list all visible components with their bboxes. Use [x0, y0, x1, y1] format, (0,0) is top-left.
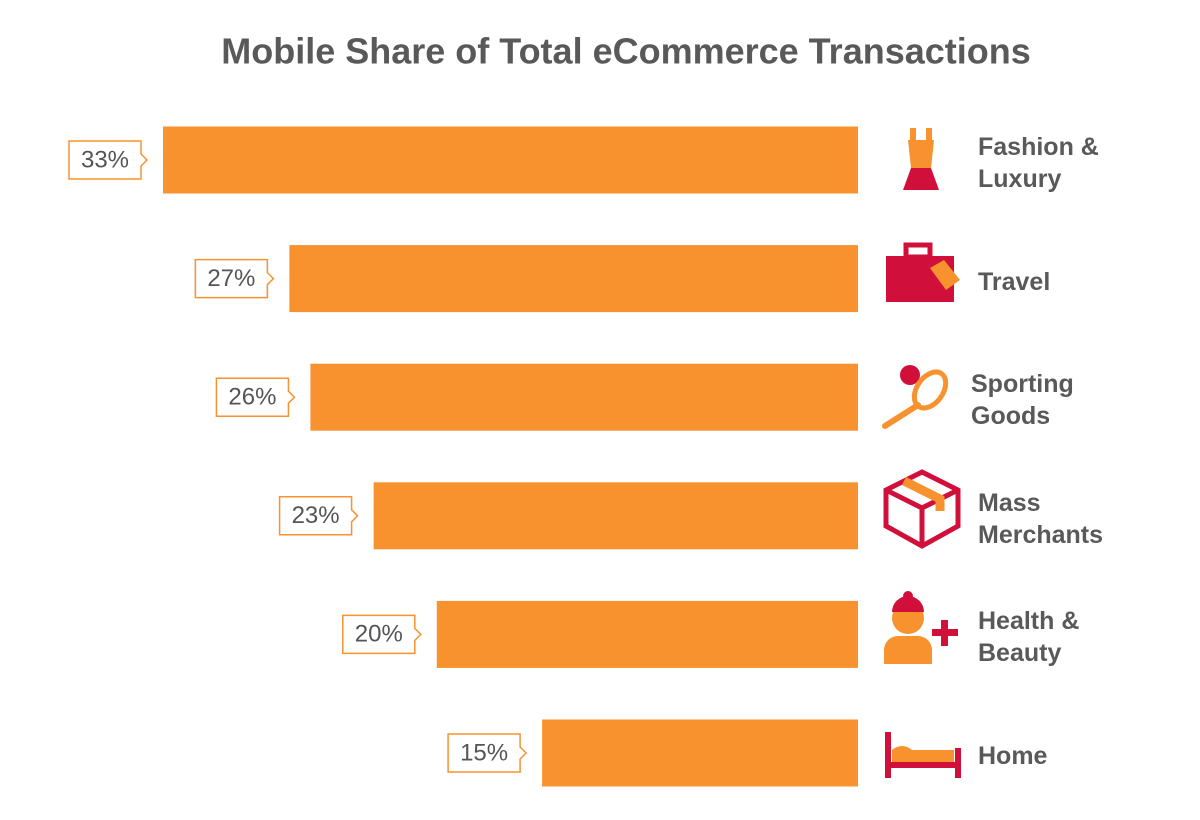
- value-label-box: [342, 614, 422, 655]
- bar: [436, 600, 858, 668]
- icon-box: [883, 469, 961, 549]
- category-label: Mass Merchants: [978, 488, 1104, 549]
- category-label: Sporting Goods: [971, 370, 1074, 431]
- bar: [163, 126, 858, 194]
- value-label: 26%: [228, 384, 276, 411]
- value-label-box: [447, 733, 528, 773]
- icon-suitcase: [886, 242, 960, 302]
- value-label-box: [215, 377, 296, 417]
- bar: [373, 482, 858, 550]
- chart-title: Mobile Share of Total eCommerce Transact…: [221, 31, 1031, 72]
- value-label: 23%: [292, 502, 340, 529]
- icon-dress: [903, 128, 939, 190]
- bar: [289, 245, 858, 313]
- category-label: Home: [978, 742, 1048, 770]
- value-label-box: [278, 496, 359, 536]
- value-label: 33%: [81, 146, 129, 173]
- value-label-box: [68, 140, 149, 180]
- bar: [542, 719, 858, 787]
- category-label: Health & Beauty: [978, 607, 1080, 668]
- icon-racket: [882, 365, 949, 429]
- icon-bed: [885, 732, 961, 778]
- bar: [310, 363, 858, 431]
- value-label: 15%: [460, 739, 508, 766]
- icon-person: [884, 591, 958, 664]
- value-label-box: [194, 258, 275, 299]
- category-label: Travel: [978, 267, 1051, 296]
- value-label: 27%: [207, 265, 255, 292]
- value-label: 20%: [355, 621, 403, 648]
- category-label: Fashion & Luxury: [978, 133, 1099, 193]
